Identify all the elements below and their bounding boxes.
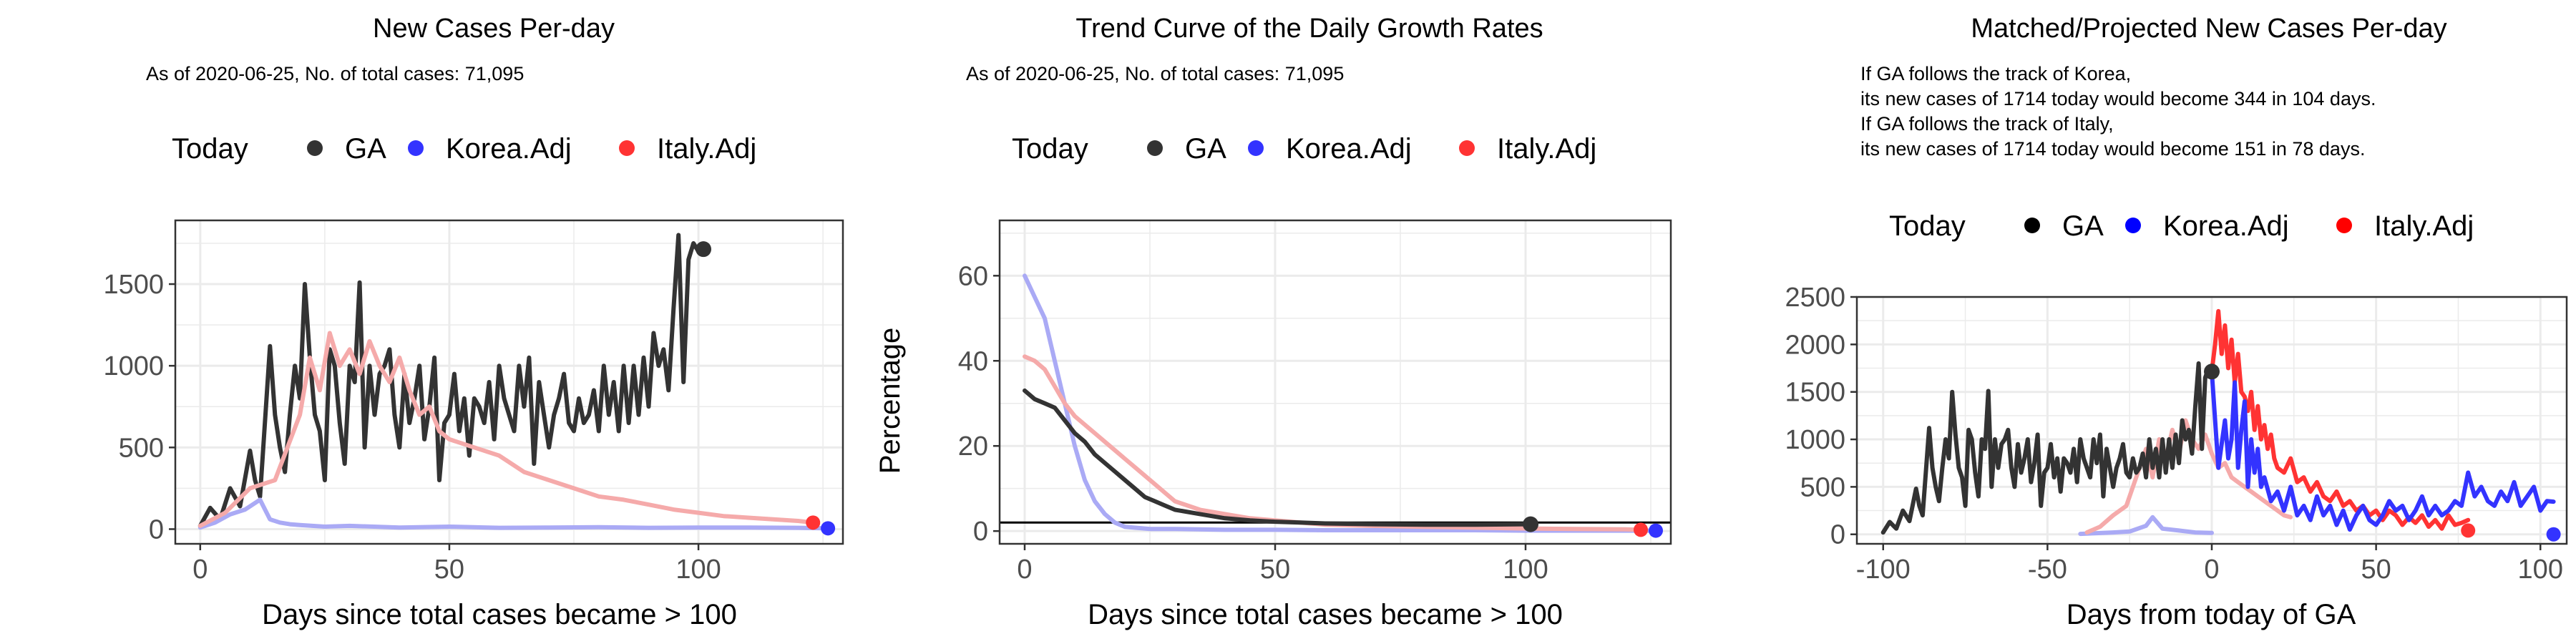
y-tick-label: 1000 [1785, 425, 1845, 455]
legend-key [408, 140, 424, 156]
series-endpoint [2461, 523, 2476, 538]
chart-subtitle: As of 2020-06-25, No. of total cases: 71… [146, 63, 524, 84]
series-line-italy-adj [197, 331, 816, 528]
series-endpoint [821, 521, 836, 536]
series-line-ga [1880, 361, 2214, 535]
legend-label: GA [1185, 133, 1226, 165]
legend-label: Italy.Adj [657, 133, 756, 165]
plot-background [175, 220, 843, 544]
x-axis-label: Days since total cases became > 100 [262, 599, 737, 630]
legend-label: Italy.Adj [2374, 210, 2474, 242]
today-point [2204, 364, 2220, 380]
annotation-line: If GA follows the track of Italy, [1860, 113, 2114, 135]
x-tick-label: 0 [2204, 555, 2219, 585]
y-axis-label: Percentage [874, 328, 906, 474]
today-point [696, 241, 712, 258]
y-tick-label: 2000 [1785, 330, 1845, 360]
series-line-ga [1023, 388, 1533, 527]
annotation-line: If GA follows the track of Korea, [1860, 63, 2131, 84]
legend: Today GA Korea.Adj Italy.Adj [1012, 133, 1596, 165]
y-tick-label: 500 [1800, 472, 1845, 502]
y-tick-label: 0 [1830, 520, 1845, 550]
chart-title: New Cases Per-day [373, 14, 615, 44]
series-line-korea-adj [2210, 369, 2556, 532]
x-tick-label: 100 [2518, 555, 2563, 585]
y-tick-label: 2500 [1785, 283, 1845, 313]
legend-label: Korea.Adj [2163, 210, 2289, 242]
y-tick-label: 0 [149, 514, 164, 545]
panel-new-cases-per-day: New Cases Per-day As of 2020-06-25, No. … [103, 14, 844, 630]
projection-annotation: If GA follows the track of Korea, its ne… [1860, 63, 2376, 160]
series-endpoint [806, 515, 821, 530]
legend-key [2125, 218, 2141, 233]
x-tick-label: 100 [1503, 555, 1548, 585]
chart-subtitle: As of 2020-06-25, No. of total cases: 71… [966, 63, 1344, 84]
y-tick-label: 0 [973, 517, 988, 547]
chart-title: Trend Curve of the Daily Growth Rates [1075, 14, 1543, 44]
series-line-italy-adj [2210, 308, 2471, 531]
y-tick-label: 1500 [103, 270, 164, 300]
series-endpoint [1634, 522, 1648, 537]
series-line-korea-adj-past [2078, 514, 2214, 537]
series-line-ga [197, 233, 706, 528]
annotation-line: its new cases of 1714 today would become… [1860, 138, 2365, 160]
x-tick-label: 50 [2361, 555, 2391, 585]
today-point [1523, 516, 1538, 532]
x-tick-label: 0 [1017, 555, 1032, 585]
legend-key [1248, 140, 1264, 156]
y-tick-label: 60 [958, 261, 988, 291]
plot-area: 0 50 100 0 20 40 60 [958, 219, 1672, 585]
legend-key [619, 140, 635, 156]
legend-title: Today [1012, 133, 1088, 165]
legend-label: Korea.Adj [1286, 133, 1412, 165]
legend-key [1147, 140, 1163, 156]
x-tick-label: 50 [434, 555, 464, 585]
plot-border [998, 219, 1672, 545]
series-line-korea-adj [1023, 273, 1658, 533]
annotation-line: its new cases of 1714 today would become… [1860, 88, 2376, 109]
panel-growth-rates: Trend Curve of the Daily Growth Rates As… [874, 14, 1672, 630]
y-tick-label: 40 [958, 346, 988, 376]
legend-key [1459, 140, 1475, 156]
legend-label: Italy.Adj [1497, 133, 1596, 165]
x-tick-label: 50 [1260, 555, 1290, 585]
y-tick-label: 20 [958, 431, 988, 462]
legend-key [2336, 218, 2352, 233]
legend-key [2024, 218, 2040, 233]
y-tick-label: 1000 [103, 351, 164, 381]
x-tick-label: -50 [2028, 555, 2067, 585]
x-axis-label: Days from today of GA [2067, 599, 2356, 630]
legend-key [307, 140, 323, 156]
plot-border [174, 219, 844, 545]
legend-label: Korea.Adj [446, 133, 572, 165]
legend: Today GA Korea.Adj Italy.Adj [172, 133, 756, 165]
plot-background [1000, 220, 1671, 544]
legend: Today GA Korea.Adj Italy.Adj [1889, 210, 2474, 242]
legend-title: Today [172, 133, 248, 165]
chart-title: Matched/Projected New Cases Per-day [1971, 14, 2446, 44]
series-line-korea-adj [197, 497, 831, 531]
x-axis-label: Days since total cases became > 100 [1088, 599, 1563, 630]
x-tick-label: 100 [675, 555, 721, 585]
x-tick-label: 0 [192, 555, 208, 585]
legend-title: Today [1889, 210, 1966, 242]
y-tick-label: 1500 [1785, 378, 1845, 408]
series-endpoint [1649, 523, 1663, 538]
x-tick-label: -100 [1856, 555, 1911, 585]
panel-projected-new-cases: Matched/Projected New Cases Per-day If G… [1785, 14, 2568, 630]
legend-label: GA [2062, 210, 2104, 242]
series-endpoint [2546, 527, 2561, 542]
series-line-italy-adj [1023, 354, 1643, 532]
y-tick-label: 500 [119, 433, 164, 463]
legend-label: GA [345, 133, 386, 165]
